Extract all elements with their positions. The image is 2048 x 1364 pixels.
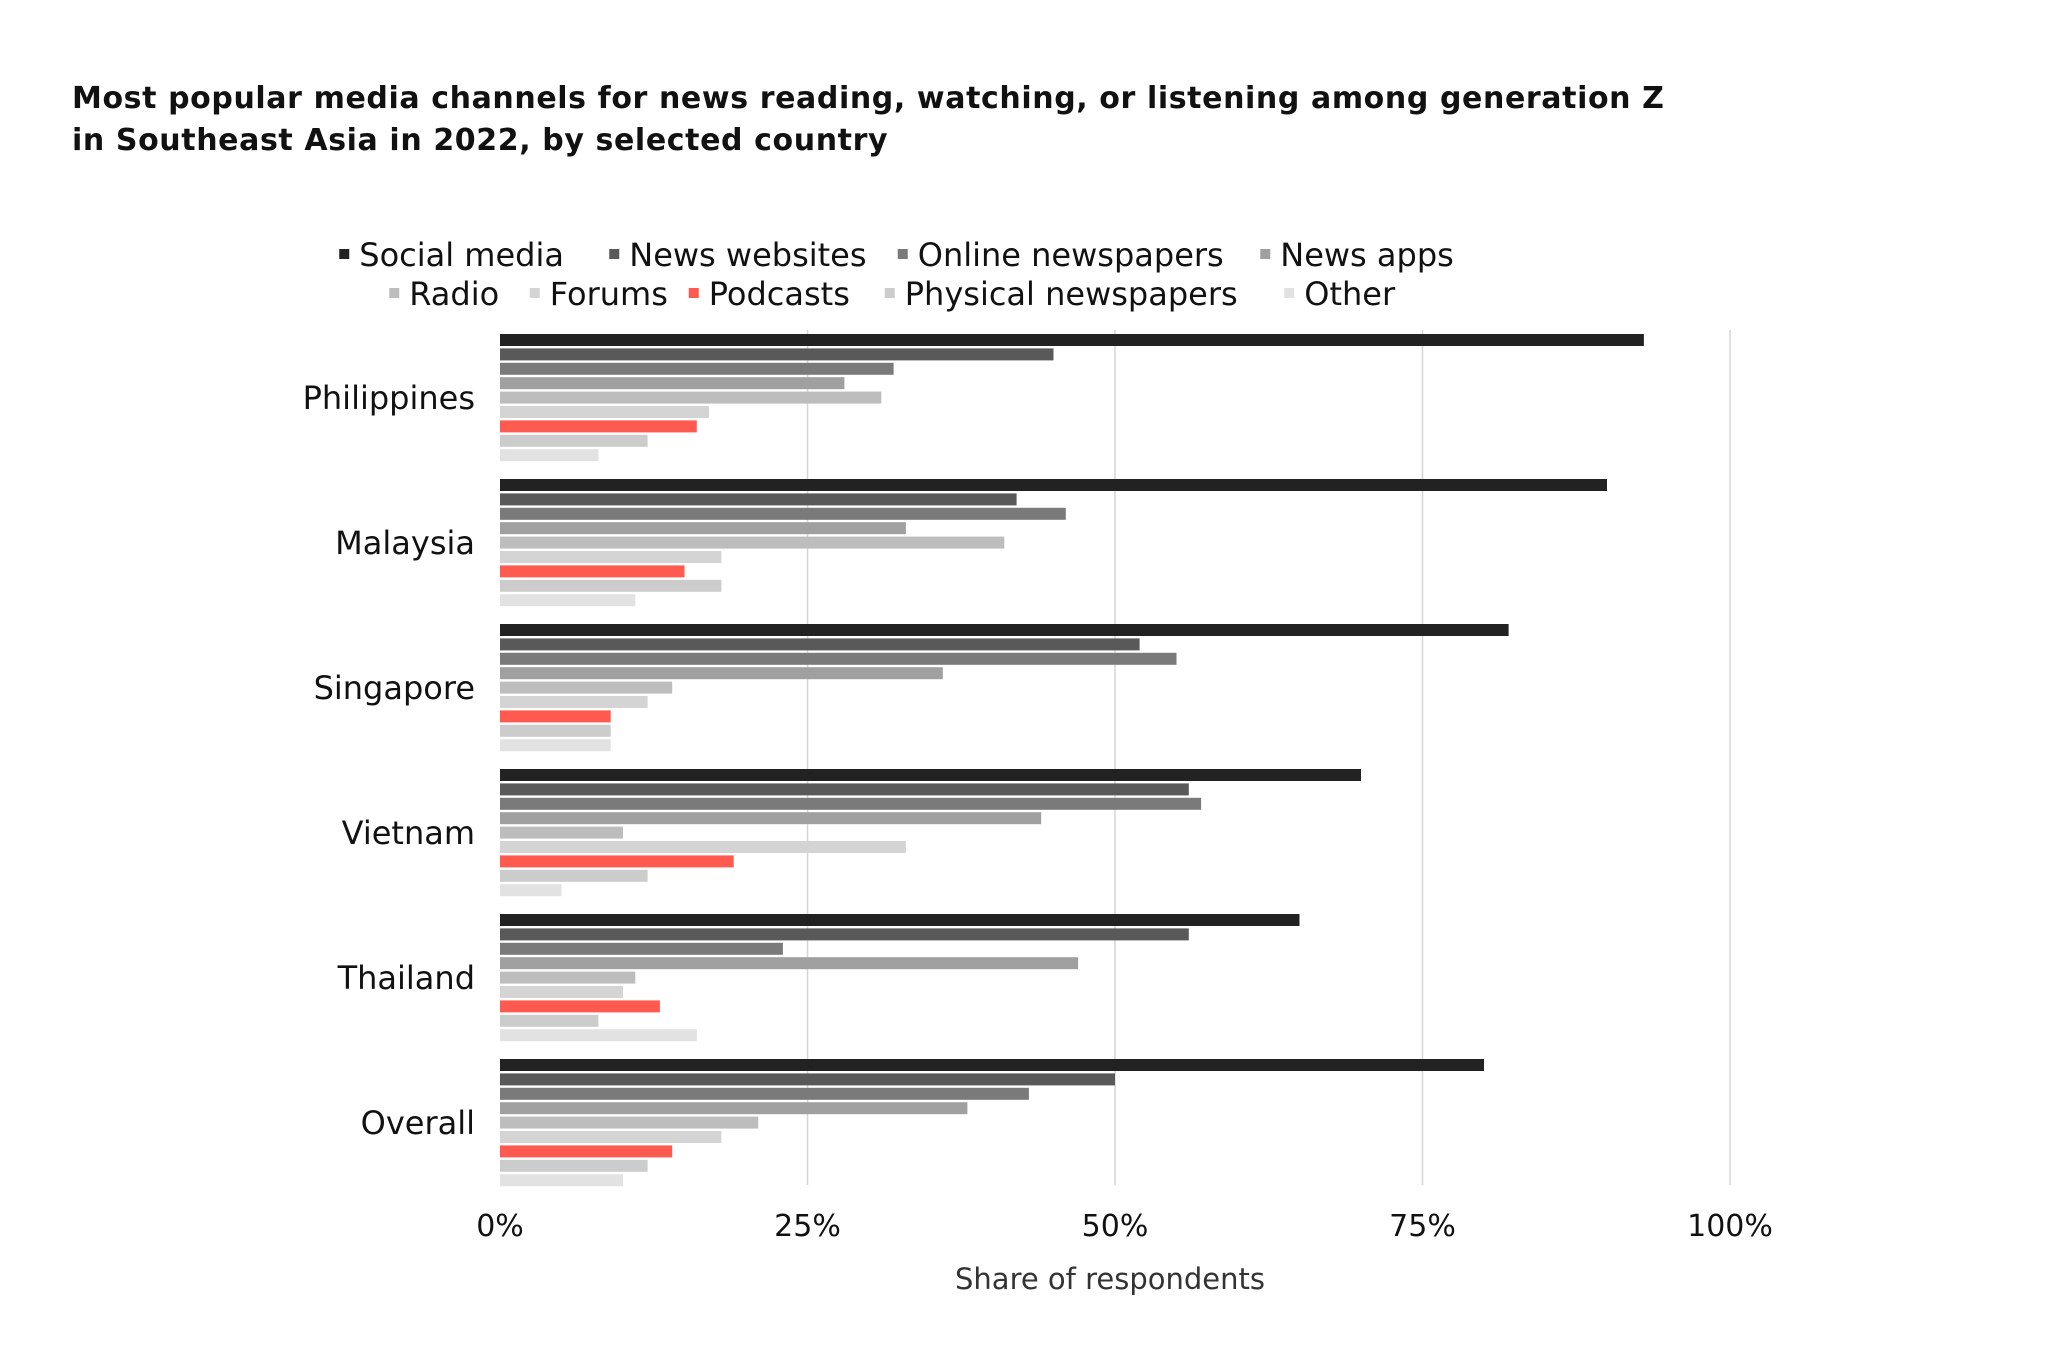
bar — [500, 1159, 648, 1172]
bar — [500, 826, 623, 839]
bar — [500, 928, 1189, 941]
bar — [500, 1174, 623, 1187]
bar — [500, 1014, 599, 1027]
category-label: Vietnam — [342, 814, 475, 852]
legend-swatch — [897, 249, 908, 259]
bar — [500, 869, 648, 882]
legend-label: Podcasts — [709, 275, 850, 313]
bar — [500, 536, 1005, 549]
bar — [500, 565, 685, 578]
legend-swatch — [884, 288, 895, 298]
legend-label: Forums — [550, 275, 668, 313]
legend: Social media News websites Online newspape… — [339, 236, 1454, 313]
bar — [500, 914, 1300, 926]
bars — [500, 334, 1644, 1187]
legend-swatch — [688, 288, 699, 298]
bar — [500, 551, 722, 563]
bar — [500, 783, 1189, 796]
bar — [500, 493, 1017, 506]
category-label: Philippines — [303, 379, 475, 417]
bar — [500, 1102, 968, 1115]
category-label: Thailand — [337, 959, 475, 997]
bar — [500, 594, 636, 607]
bar — [500, 420, 697, 433]
legend-label: Other — [1304, 275, 1396, 313]
legend-label: Online newspapers — [918, 236, 1224, 274]
legend-label: Radio — [409, 275, 499, 313]
legend-label: News websites — [629, 236, 866, 274]
bar — [500, 942, 783, 955]
bar — [500, 638, 1140, 651]
bar — [500, 362, 894, 375]
bar — [500, 841, 906, 853]
bar — [500, 1116, 759, 1129]
legend-swatch — [389, 288, 400, 298]
bar — [500, 522, 906, 535]
bar — [500, 797, 1202, 810]
x-tick-label: 75% — [1389, 1209, 1456, 1244]
bar — [500, 348, 1054, 361]
bar — [500, 479, 1607, 491]
legend-swatch — [1284, 288, 1295, 298]
legend-swatch — [609, 249, 620, 259]
legend-label: Social media — [359, 236, 564, 274]
bar — [500, 652, 1177, 665]
bar — [500, 624, 1509, 636]
bar — [500, 681, 673, 694]
bar — [500, 986, 623, 998]
legend-swatch — [339, 249, 350, 259]
legend-swatch — [1260, 249, 1271, 259]
x-axis-ticks: 0% 25% 50% 75% 100% — [476, 1209, 1773, 1244]
category-label: Malaysia — [335, 524, 475, 562]
legend-label: Physical newspapers — [905, 275, 1238, 313]
bar — [500, 579, 722, 592]
bar — [500, 1029, 697, 1042]
bar — [500, 1059, 1484, 1071]
bar — [500, 1131, 722, 1143]
bar — [500, 667, 943, 680]
bar — [500, 1000, 660, 1013]
bar — [500, 812, 1042, 825]
bar — [500, 334, 1644, 346]
bar — [500, 449, 599, 462]
bar — [500, 1073, 1115, 1086]
category-label: Singapore — [314, 669, 475, 707]
x-axis-title: Share of respondents — [955, 1262, 1265, 1296]
category-label: Overall — [361, 1104, 475, 1142]
bar — [500, 710, 611, 723]
bar — [500, 1145, 673, 1158]
bar — [500, 739, 611, 752]
bar — [500, 1087, 1029, 1100]
bar — [500, 724, 611, 737]
bar — [500, 971, 636, 984]
legend-label: News apps — [1280, 236, 1454, 274]
bar — [500, 391, 882, 404]
chart-title: Most popular media channels for news rea… — [72, 78, 1872, 162]
bar — [500, 434, 648, 447]
bar — [500, 769, 1361, 781]
bar — [500, 507, 1066, 520]
bar — [500, 696, 648, 708]
bar — [500, 957, 1079, 970]
bar — [500, 377, 845, 390]
legend-swatch — [529, 288, 540, 298]
chart-title-line-2: in Southeast Asia in 2022, by selected c… — [72, 123, 889, 158]
chart-title-line-1: Most popular media channels for news rea… — [72, 81, 1665, 116]
bar — [500, 406, 710, 418]
x-tick-label: 50% — [1082, 1209, 1149, 1244]
category-labels: Philippines Malaysia Singapore Vietnam Thail… — [303, 379, 475, 1142]
x-tick-label: 0% — [476, 1209, 524, 1244]
gridlines — [806, 330, 1731, 1185]
bar — [500, 884, 562, 897]
x-tick-label: 100% — [1687, 1209, 1773, 1244]
x-tick-label: 25% — [774, 1209, 841, 1244]
bar — [500, 855, 734, 868]
